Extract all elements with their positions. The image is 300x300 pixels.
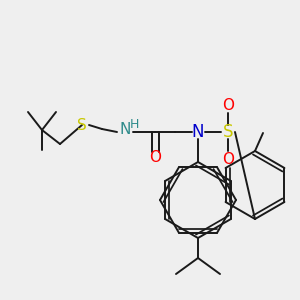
Text: O: O — [149, 151, 161, 166]
Text: S: S — [77, 118, 87, 133]
Text: S: S — [223, 123, 233, 141]
Text: O: O — [222, 98, 234, 112]
Text: N: N — [192, 123, 204, 141]
Text: O: O — [222, 152, 234, 166]
Text: N: N — [119, 122, 131, 137]
Text: H: H — [129, 118, 139, 131]
